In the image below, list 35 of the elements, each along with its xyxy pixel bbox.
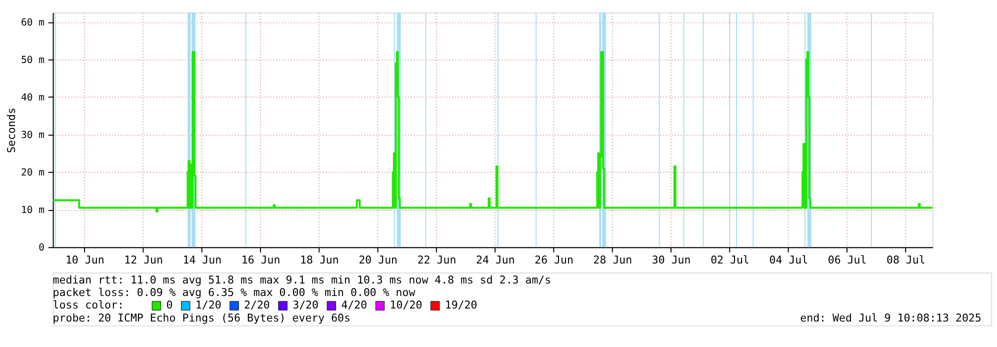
legend-label: 19/20 <box>444 298 478 312</box>
x-tick-label: 08 Jul <box>886 253 926 266</box>
y-tick-label: 0 <box>38 242 45 254</box>
text: probe: 20 ICMP Echo Pings (56 Bytes) every 60s <box>52 311 350 324</box>
y-axis-title: Seconds <box>5 108 18 153</box>
y-tick-label: 60 m <box>20 17 45 28</box>
text: packet loss: 0.09 % avg 6.35 % max 0.00 % min 0.00 % now <box>52 286 416 299</box>
x-tick-label: 04 Jul <box>769 253 808 266</box>
x-tick-label: 16 Jun <box>241 253 280 266</box>
legend-label: 4/20 <box>341 298 368 312</box>
text: median rtt: 11.0 ms avg 51.8 ms max 9.1 ms min 10.3 ms now 4.8 ms sd 2.3 am/s <box>52 273 552 286</box>
x-tick-label: 10 Jun <box>65 253 104 266</box>
x-tick-label: 18 Jun <box>300 253 339 266</box>
x-tick-label: 30 Jun <box>652 253 691 266</box>
x-tick-label: 12 Jun <box>124 253 163 266</box>
legend-label: 10/20 <box>390 298 422 312</box>
y-tick-label: 30 m <box>20 130 45 141</box>
legend-label: 3/20 <box>292 298 318 312</box>
x-tick-label: 06 Jul <box>828 253 867 266</box>
x-tick-label: 20 Jun <box>358 253 398 266</box>
y-tick-label: 20 m <box>20 167 45 178</box>
x-tick-label: 24 Jun <box>476 253 515 266</box>
legend-title: loss color: <box>52 298 124 312</box>
x-tick-label: 28 Jun <box>593 253 632 266</box>
legend-label: 2/20 <box>244 298 270 312</box>
y-tick-label: 10 m <box>20 205 45 216</box>
text: end: Wed Jul 9 10:08:13 2025 <box>800 311 982 324</box>
x-tick-label: 02 Jul <box>710 253 750 266</box>
legend-label: 1/20 <box>195 298 222 312</box>
x-tick-label: 26 Jun <box>534 253 574 266</box>
x-tick-label: 14 Jun <box>182 253 222 266</box>
x-tick-label: 22 Jun <box>417 253 456 266</box>
y-tick-label: 40 m <box>20 92 45 104</box>
legend-label: 0 <box>166 298 173 312</box>
y-tick-label: 50 m <box>20 54 45 66</box>
